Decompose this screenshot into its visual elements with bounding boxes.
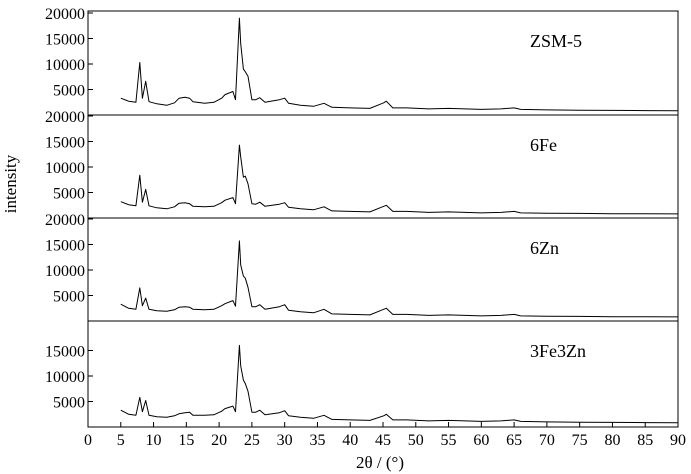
y-tick-label: 10000 (45, 57, 85, 74)
y-tick-label: 15000 (45, 344, 85, 361)
y-tick-label: 10000 (45, 160, 85, 177)
y-tick-label: 5000 (53, 83, 85, 100)
x-axis: 0 5 10 15 20 25 30 35 40 45 50 55 60 65 70 75 80 85 90 (84, 422, 686, 449)
y-tick-label: 15000 (45, 238, 85, 255)
panel-frame (87, 10, 679, 116)
x-tick-label: 35 (309, 432, 325, 449)
panel-frame (87, 114, 679, 219)
series-line (120, 240, 679, 318)
y-tick-label: 15000 (45, 32, 85, 49)
x-tick-label: 0 (84, 432, 92, 449)
x-tick-label: 50 (408, 432, 424, 449)
x-tick-label: 90 (670, 432, 686, 449)
y-axis-title: intensity (1, 154, 20, 213)
panel-label: 6Zn (530, 238, 559, 258)
x-tick-label: 75 (572, 432, 588, 449)
x-tick-label: 10 (146, 432, 162, 449)
y-tick-label: 10000 (45, 263, 85, 280)
panel-label: 6Fe (530, 135, 557, 155)
panels-layer: 5000 10000 15000 20000 ZSM-5 5000 10000 15000 20… (45, 6, 679, 428)
x-tick-label: 5 (117, 432, 125, 449)
panel-4: 5000 10000 15000 3Fe3Zn (45, 320, 679, 428)
y-tick-label: 5000 (53, 186, 85, 203)
series-line (120, 144, 679, 215)
y-tick-label: 20000 (45, 6, 85, 23)
x-tick-label: 55 (441, 432, 457, 449)
y-tick-label: 20000 (45, 109, 85, 126)
y-tick-label: 10000 (45, 369, 85, 386)
panel-3: 5000 10000 15000 20000 6Zn (45, 212, 679, 322)
y-tick-label: 20000 (45, 212, 85, 229)
x-tick-label: 85 (637, 432, 653, 449)
panel-label: 3Fe3Zn (530, 341, 586, 361)
y-tick-label: 5000 (53, 289, 85, 306)
x-tick-label: 25 (244, 432, 260, 449)
series-line (120, 17, 679, 112)
y-tick-label: 5000 (53, 395, 85, 412)
x-axis-title: 2θ / (°) (356, 453, 404, 472)
panel-label: ZSM-5 (530, 31, 582, 51)
x-tick-label: 65 (506, 432, 522, 449)
x-tick-label: 15 (178, 432, 194, 449)
x-tick-label: 60 (473, 432, 489, 449)
x-tick-label: 45 (375, 432, 391, 449)
x-tick-label: 40 (342, 432, 358, 449)
x-tick-label: 80 (604, 432, 620, 449)
panel-1: 5000 10000 15000 20000 ZSM-5 (45, 6, 679, 116)
y-tick-label: 15000 (45, 135, 85, 152)
x-tick-label: 30 (277, 432, 293, 449)
panel-2: 5000 10000 15000 20000 6Fe (45, 109, 679, 219)
panel-frame (87, 217, 679, 322)
x-tick-label: 20 (211, 432, 227, 449)
panel-frame (87, 320, 679, 428)
x-tick-label: 70 (539, 432, 555, 449)
series-line (120, 344, 679, 424)
